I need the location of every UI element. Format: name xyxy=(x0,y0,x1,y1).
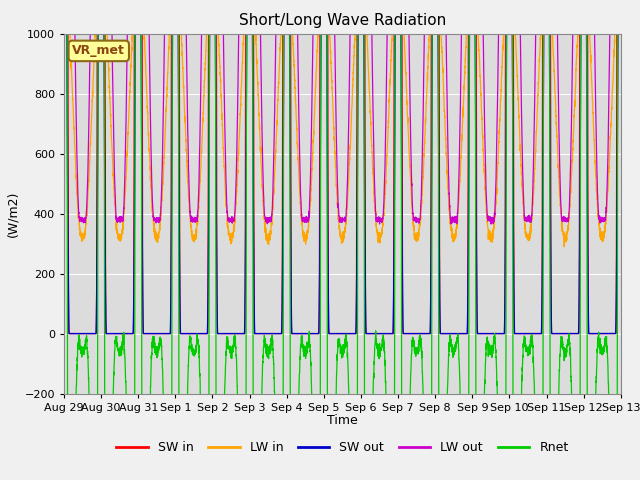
LW in xyxy=(499,42,507,48)
Text: VR_met: VR_met xyxy=(72,44,125,58)
SW in xyxy=(499,331,507,336)
SW in xyxy=(436,331,444,336)
SW in xyxy=(161,331,168,336)
LW out xyxy=(487,221,495,227)
Legend: SW in, LW in, SW out, LW out, Rnet: SW in, LW in, SW out, LW out, Rnet xyxy=(111,436,573,459)
SW out xyxy=(436,331,444,336)
Y-axis label: (W/m2): (W/m2) xyxy=(6,191,19,237)
Line: SW in: SW in xyxy=(64,0,621,334)
LW in xyxy=(561,244,568,250)
LW in xyxy=(436,17,444,23)
SW out xyxy=(499,331,507,336)
Rnet xyxy=(161,435,168,441)
LW in xyxy=(160,153,168,159)
SW out xyxy=(65,331,73,336)
Line: Rnet: Rnet xyxy=(64,0,621,480)
SW out xyxy=(161,331,168,336)
Title: Short/Long Wave Radiation: Short/Long Wave Radiation xyxy=(239,13,446,28)
SW in xyxy=(65,331,73,336)
Line: LW in: LW in xyxy=(64,0,621,247)
X-axis label: Time: Time xyxy=(327,414,358,427)
Line: LW out: LW out xyxy=(64,0,621,224)
Line: SW out: SW out xyxy=(64,0,621,334)
LW out xyxy=(160,58,168,63)
